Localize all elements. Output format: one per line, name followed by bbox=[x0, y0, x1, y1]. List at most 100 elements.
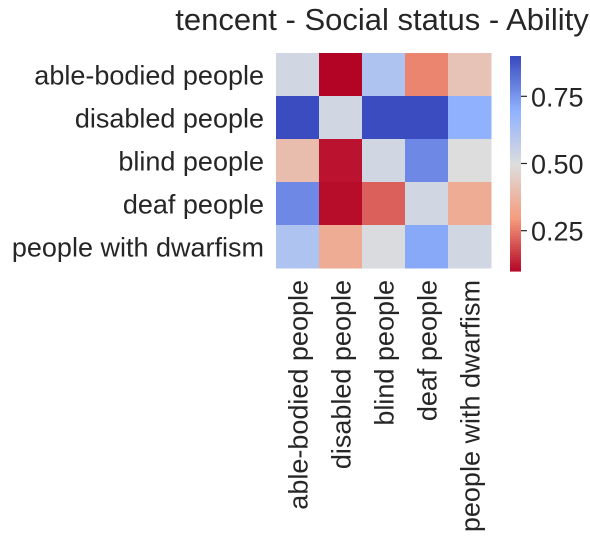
colorbar-segment bbox=[510, 236, 521, 240]
row-tick-label: people with dwarfism bbox=[12, 233, 264, 263]
heatmap-cell bbox=[448, 139, 492, 183]
colorbar-segment bbox=[510, 80, 521, 84]
colorbar-segment bbox=[510, 168, 521, 173]
colorbar-segment bbox=[510, 61, 521, 65]
colorbar-segment bbox=[510, 182, 521, 186]
heatmap-cell bbox=[405, 139, 449, 183]
column-tick-label: blind people bbox=[370, 280, 400, 426]
heatmap-cells bbox=[276, 53, 492, 269]
heatmap-cell bbox=[362, 182, 406, 226]
colorbar-segment bbox=[510, 142, 521, 146]
colorbar-segment bbox=[510, 123, 521, 127]
heatmap-cell bbox=[362, 53, 406, 97]
heatmap-cell bbox=[276, 139, 320, 183]
colorbar-segment bbox=[510, 139, 521, 143]
colorbar-segment bbox=[510, 147, 521, 151]
colorbar-tick-label: 0.75 bbox=[531, 82, 584, 112]
colorbar-segment bbox=[510, 190, 521, 194]
colorbar-segment bbox=[510, 58, 521, 62]
colorbar-segment bbox=[510, 193, 521, 197]
colorbar-segment bbox=[510, 96, 521, 100]
heatmap-cell bbox=[362, 96, 406, 140]
colorbar-segment bbox=[510, 101, 521, 105]
row-tick-label: deaf people bbox=[123, 190, 264, 220]
heatmap-cell bbox=[276, 53, 320, 97]
colorbar-segment bbox=[510, 64, 521, 68]
colorbar-segment bbox=[510, 260, 521, 264]
colorbar-tick-label: 0.50 bbox=[531, 150, 584, 180]
heatmap-cell bbox=[319, 96, 363, 140]
colorbar-segment bbox=[510, 125, 521, 130]
colorbar-segment bbox=[510, 257, 521, 261]
column-tick-label: able-bodied people bbox=[284, 280, 314, 510]
colorbar-segment bbox=[510, 225, 521, 229]
colorbar-segment bbox=[510, 93, 521, 97]
colorbar-segment bbox=[510, 262, 521, 267]
colorbar-segment bbox=[510, 74, 521, 79]
colorbar-segment bbox=[510, 195, 521, 200]
heatmap-cell bbox=[448, 96, 492, 140]
colorbar-segment bbox=[510, 56, 521, 60]
column-tick-label: people with dwarfism bbox=[456, 280, 486, 532]
colorbar-segment bbox=[510, 187, 521, 191]
row-tick-label: able-bodied people bbox=[34, 61, 264, 91]
colorbar-segment bbox=[510, 176, 521, 181]
colorbar-segment bbox=[510, 206, 521, 210]
colorbar-segment bbox=[510, 185, 521, 189]
colorbar-segment bbox=[510, 128, 521, 132]
heatmap-cell bbox=[276, 96, 320, 140]
colorbar-segment bbox=[510, 233, 521, 237]
colorbar-segment bbox=[510, 214, 521, 218]
colorbar-segment bbox=[510, 209, 521, 213]
heatmap-cell bbox=[448, 225, 492, 269]
colorbar-segment bbox=[510, 77, 521, 81]
colorbar-segment bbox=[510, 241, 521, 245]
heatmap-cell bbox=[319, 53, 363, 97]
colorbar-segment bbox=[510, 244, 521, 248]
colorbar-segment bbox=[510, 109, 521, 114]
colorbar-segment bbox=[510, 198, 521, 202]
heatmap-cell bbox=[276, 182, 320, 226]
colorbar-segment bbox=[510, 150, 521, 154]
colorbar-segment bbox=[510, 166, 521, 170]
heatmap-cell bbox=[276, 225, 320, 269]
heatmap-cell bbox=[448, 53, 492, 97]
colorbar-segment bbox=[510, 179, 521, 183]
colorbar-segment bbox=[510, 254, 521, 259]
colorbar: 0.25 0.50 0.75 bbox=[510, 56, 584, 272]
colorbar-segment bbox=[510, 131, 521, 135]
colorbar-segment bbox=[510, 152, 521, 157]
colorbar-segment bbox=[510, 174, 521, 178]
colorbar-segment bbox=[510, 69, 521, 73]
row-tick-label: blind people bbox=[118, 147, 264, 177]
heatmap-cell bbox=[405, 225, 449, 269]
colorbar-segment bbox=[510, 228, 521, 232]
row-tick-label: disabled people bbox=[75, 104, 264, 134]
colorbar-segment bbox=[510, 222, 521, 226]
colorbar-segment bbox=[510, 133, 521, 138]
heatmap-cell bbox=[319, 182, 363, 226]
colorbar-segment bbox=[510, 82, 521, 87]
heatmap-cell bbox=[319, 225, 363, 269]
colorbar-segment bbox=[510, 217, 521, 221]
colorbar-segment bbox=[510, 252, 521, 256]
colorbar-segment bbox=[510, 120, 521, 124]
colorbar-segment bbox=[510, 238, 521, 243]
colorbar-segment bbox=[510, 85, 521, 89]
colorbar-segment bbox=[510, 117, 521, 122]
colorbar-segment bbox=[510, 246, 521, 251]
heatmap-cell bbox=[448, 182, 492, 226]
colorbar-segment bbox=[510, 144, 521, 148]
colorbar-segment bbox=[510, 136, 521, 140]
colorbar-segment bbox=[510, 66, 521, 71]
colorbar-segment bbox=[510, 160, 521, 165]
column-tick-labels: able-bodied people disabled people blind p… bbox=[284, 280, 486, 532]
colorbar-segment bbox=[510, 158, 521, 162]
heatmap-cell bbox=[405, 96, 449, 140]
colorbar-segment bbox=[510, 104, 521, 108]
heatmap-cell bbox=[405, 182, 449, 226]
colorbar-tick-label: 0.25 bbox=[531, 217, 584, 247]
colorbar-segment bbox=[510, 115, 521, 119]
row-tick-labels: able-bodied people disabled people blind p… bbox=[12, 61, 264, 263]
